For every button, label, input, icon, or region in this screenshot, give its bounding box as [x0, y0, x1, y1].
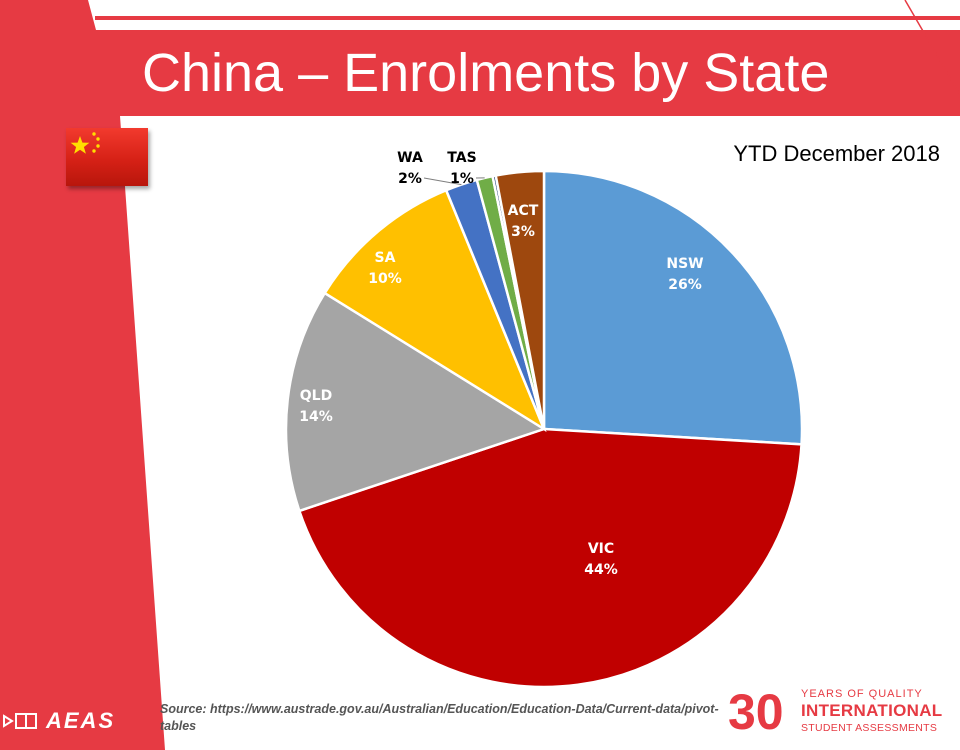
page-title: China – Enrolments by State	[142, 43, 830, 103]
title-banner	[95, 30, 960, 116]
slice-label-sa: SA	[375, 250, 396, 266]
aeas-arrow-icon	[3, 713, 37, 729]
china-flag-icon	[66, 128, 148, 186]
thirty-years-logo: 30 YEARS OF QUALITY INTERNATIONAL STUDEN…	[728, 686, 953, 741]
leader-line-wa	[423, 177, 462, 186]
slice-label-nsw: NSW	[666, 256, 703, 272]
years-tagline: YEARS OF QUALITY	[801, 688, 923, 700]
title-top-rule	[95, 16, 960, 20]
slice-label-vic: VIC	[588, 541, 614, 557]
slice-value-nsw: 26%	[668, 277, 702, 293]
slice-value-tas: 1%	[450, 171, 474, 187]
slice-label-wa: WA	[397, 150, 423, 166]
chart-subtitle: YTD December 2018	[733, 141, 940, 166]
years-number: 30	[728, 684, 784, 740]
slice-value-qld: 14%	[299, 409, 333, 425]
slice-label-qld: QLD	[300, 388, 332, 404]
pie-slice-sa	[322, 188, 547, 433]
pie-slice-qld	[284, 291, 547, 513]
pie-slice-vic	[297, 427, 803, 689]
aeas-wordmark: AEAS	[46, 708, 116, 733]
slice-label-act: ACT	[508, 203, 539, 219]
aeas-logo: AEAS	[2, 708, 115, 734]
slice-value-sa: 10%	[368, 271, 402, 287]
pie-slice-nsw	[542, 169, 804, 446]
slice-label-tas: TAS	[447, 150, 476, 166]
slice-value-vic: 44%	[584, 562, 618, 578]
slice-value-act: 3%	[511, 224, 535, 240]
years-student-assessments: STUDENT ASSESSMENTS	[801, 722, 938, 734]
pie-slice-act	[494, 169, 546, 430]
source-citation: Source: https://www.austrade.gov.au/Aust…	[160, 702, 719, 733]
years-international: INTERNATIONAL	[801, 701, 943, 720]
slice-value-wa: 2%	[398, 171, 422, 187]
